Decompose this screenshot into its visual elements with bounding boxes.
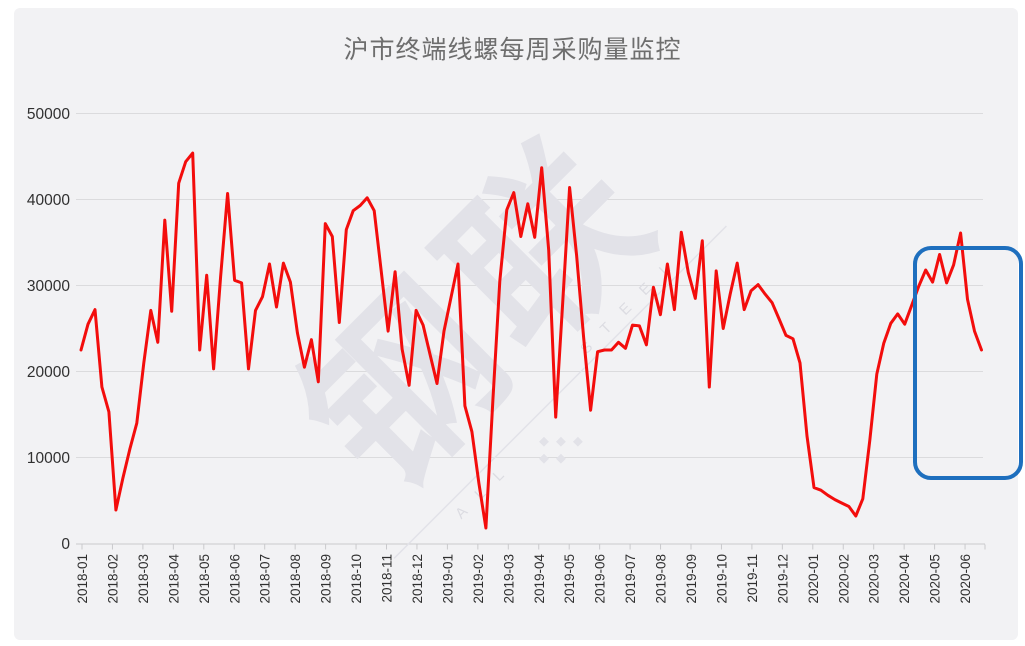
y-axis-label: 50000 xyxy=(27,106,70,123)
x-axis-label: 2020-04 xyxy=(897,554,912,604)
x-axis-label: 2019-04 xyxy=(532,554,547,604)
watermark-dot xyxy=(555,436,566,447)
x-axis-label: 2019-01 xyxy=(440,554,455,604)
watermark-dot xyxy=(539,436,549,447)
x-axis-label: 2018-01 xyxy=(75,554,90,604)
x-axis-label: 2018-06 xyxy=(227,554,242,604)
x-axis-label: 2019-05 xyxy=(562,554,577,604)
x-axis-label: 2020-02 xyxy=(836,554,851,604)
data-line xyxy=(79,151,983,530)
chart-title: 沪市终端线螺每周采购量监控 xyxy=(343,36,682,64)
x-axis-label: 2018-08 xyxy=(288,554,303,604)
x-axis-label: 2019-10 xyxy=(714,554,729,604)
x-axis-label: 2018-10 xyxy=(349,554,364,604)
x-axis-label: 2019-09 xyxy=(684,554,699,604)
y-axis-label: 30000 xyxy=(27,278,70,295)
watermark-dot xyxy=(572,436,583,447)
watermark-dot xyxy=(555,453,566,464)
x-axis-label: 2018-04 xyxy=(166,554,181,604)
x-axis-label: 2018-07 xyxy=(258,554,273,604)
x-axis-label: 2020-05 xyxy=(928,554,943,604)
x-axis-label: 2018-03 xyxy=(136,554,151,604)
x-axis-label: 2019-07 xyxy=(623,554,638,604)
x-axis-label: 2018-05 xyxy=(197,554,212,604)
x-axis-label: 2018-09 xyxy=(319,554,334,604)
x-axis-label: 2019-06 xyxy=(593,554,608,604)
x-axis-label: 2020-06 xyxy=(958,554,973,604)
x-axis-label: 2020-03 xyxy=(867,554,882,604)
y-axis-label: 0 xyxy=(61,536,70,553)
y-axis-label: 40000 xyxy=(27,192,70,209)
x-axis-label: 2019-11 xyxy=(745,554,760,603)
x-axis-label: 2018-12 xyxy=(410,554,425,604)
x-axis-label: 2019-02 xyxy=(471,554,486,604)
x-axis-label: 2019-03 xyxy=(501,554,516,604)
y-axis-label: 20000 xyxy=(27,364,70,381)
x-axis-label: 2019-12 xyxy=(775,554,790,604)
watermark-dot xyxy=(539,453,549,464)
x-axis-label: 2018-02 xyxy=(105,554,120,604)
y-axis-label: 10000 xyxy=(27,450,70,467)
x-axis-label: 2018-11 xyxy=(380,554,395,603)
highlight-box xyxy=(913,246,1023,480)
x-axis-label: 2019-08 xyxy=(654,554,669,604)
x-axis-label: 2020-01 xyxy=(806,554,821,604)
